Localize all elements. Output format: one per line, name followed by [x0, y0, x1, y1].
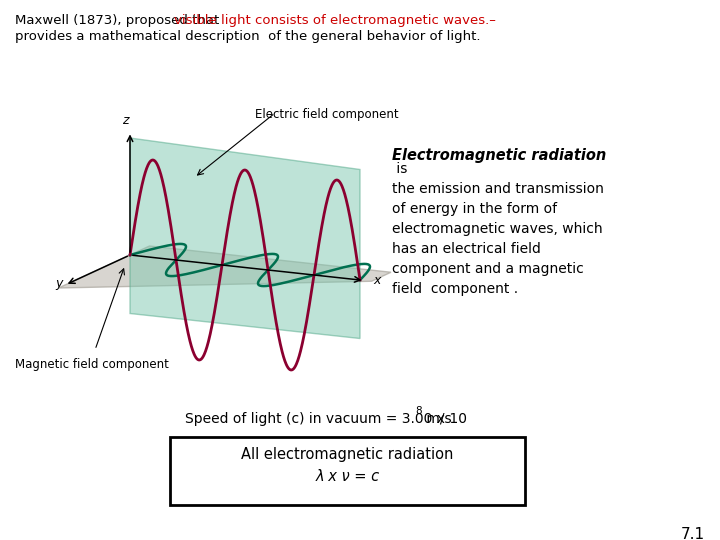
Text: 8: 8	[415, 406, 422, 416]
Text: z: z	[122, 114, 128, 127]
Text: Speed of light (c) in vacuum = 3.00 x 10: Speed of light (c) in vacuum = 3.00 x 10	[185, 412, 467, 426]
Text: Maxwell (1873), proposed that: Maxwell (1873), proposed that	[15, 14, 223, 27]
Text: is
the emission and transmission
of energy in the form of
electromagnetic waves,: is the emission and transmission of ener…	[392, 162, 604, 296]
Text: m/s: m/s	[422, 412, 451, 426]
Polygon shape	[130, 138, 360, 339]
Text: λ x ν = c: λ x ν = c	[315, 469, 379, 484]
Text: Magnetic field component: Magnetic field component	[15, 358, 169, 371]
Text: visible light consists of electromagnetic waves.–: visible light consists of electromagneti…	[174, 14, 496, 27]
Text: provides a mathematical description  of the general behavior of light.: provides a mathematical description of t…	[15, 30, 480, 43]
Text: y: y	[55, 276, 63, 289]
Text: 7.1: 7.1	[681, 527, 705, 540]
Polygon shape	[58, 246, 391, 288]
Bar	[170, 437, 525, 505]
Text: Electromagnetic radiation: Electromagnetic radiation	[392, 148, 606, 163]
Text: Electric field component: Electric field component	[255, 108, 399, 121]
Text: x: x	[374, 274, 381, 287]
Text: All electromagnetic radiation: All electromagnetic radiation	[241, 447, 454, 462]
